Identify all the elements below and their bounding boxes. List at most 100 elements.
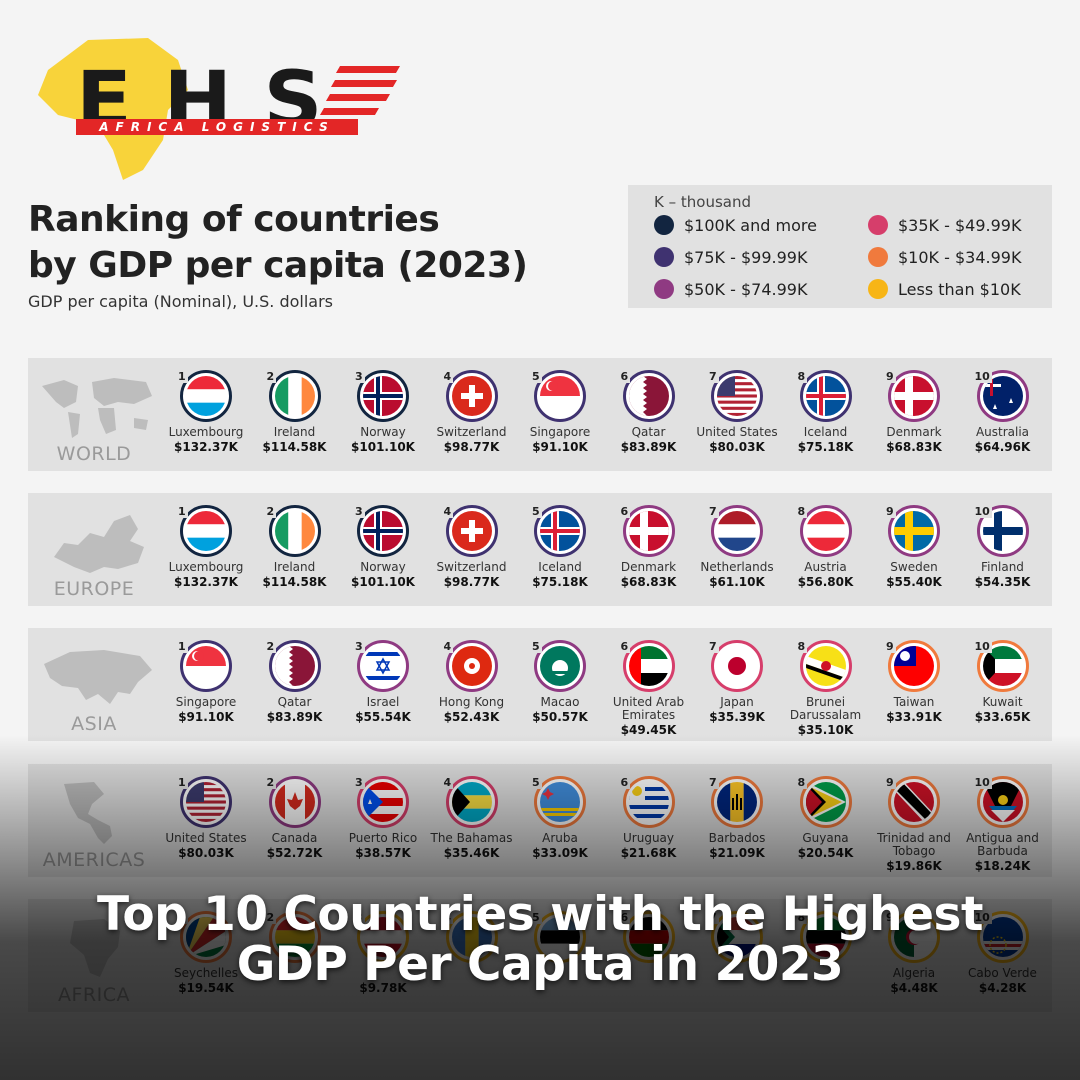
rank-number: 2 [264, 505, 277, 518]
rank-number: 9 [884, 505, 896, 518]
logo-tagline: AFRICA LOGISTICS [76, 119, 358, 135]
legend-dot [654, 215, 674, 235]
rank-number: 6 [618, 505, 631, 518]
rank-ring [888, 370, 940, 422]
region-panel-asia: ASIA 1 Singapore $91.10K 2 Qatar $83.89K… [28, 628, 1052, 741]
country-item: 2 Ireland $114.58K [253, 358, 337, 471]
twn-flag-icon [894, 646, 934, 686]
rank-ring [622, 370, 675, 422]
gdp-value: $35.39K [709, 710, 765, 724]
country-item: 2 Qatar $83.89K [253, 628, 337, 741]
rank-number: 10 [972, 640, 992, 653]
country-name: Iceland [803, 425, 848, 439]
country-name: Australia [975, 425, 1030, 439]
country-name: Hong Kong [438, 695, 505, 709]
rank-ring [357, 370, 409, 422]
kwt-flag-icon [982, 646, 1023, 686]
rank-number: 5 [530, 640, 542, 653]
country-item: 6 Denmark $68.83K [607, 493, 691, 606]
rank-ring [268, 640, 321, 692]
rank-number: 8 [795, 370, 808, 383]
sgp-flag-icon [186, 646, 226, 686]
country-name: Switzerland [436, 560, 507, 574]
gdp-value: $91.10K [178, 710, 234, 724]
gdp-value: $75.18K [532, 575, 588, 589]
dnk-flag-icon [628, 511, 669, 551]
gdp-value: $56.80K [797, 575, 854, 589]
country-item: 5 Macao $50.57K [518, 628, 602, 741]
rank-ring [711, 505, 763, 557]
country-item: 8 Austria $56.80K [784, 493, 868, 606]
gdp-value: $132.37K [174, 440, 238, 454]
legend-label: $100K and more [684, 215, 817, 235]
nor-flag-icon [363, 511, 403, 551]
rank-ring [445, 370, 498, 422]
rank-ring [180, 640, 232, 692]
legend-item: $50K - $74.99K [654, 279, 807, 299]
country-name: Switzerland [436, 425, 507, 439]
country-name: Ireland [273, 425, 316, 439]
rank-number: 1 [176, 640, 188, 653]
gdp-value: $49.45K [620, 723, 677, 737]
gdp-value: $114.58K [262, 440, 327, 454]
legend: K – thousand $100K and more $35K - $49.9… [628, 185, 1052, 308]
logo-stripe [330, 80, 398, 87]
rank-number: 1 [176, 370, 188, 383]
brn-flag-icon [805, 646, 846, 686]
page-title: Ranking of countries by GDP per capita (… [28, 197, 528, 289]
rank-number: 2 [264, 370, 277, 383]
rank-number: 1 [176, 505, 188, 518]
region-label: ASIA [71, 713, 117, 735]
country-name: Denmark [886, 425, 942, 439]
jpn-flag-icon [717, 646, 757, 686]
country-name: Brunei Darussalam [789, 695, 862, 722]
mac-flag-icon [540, 646, 580, 686]
gdp-value: $61.10K [709, 575, 765, 589]
region-label: WORLD [56, 443, 132, 465]
rank-ring [534, 505, 586, 557]
gdp-value: $98.77K [443, 440, 500, 454]
gdp-value: $114.58K [262, 575, 327, 589]
rank-number: 3 [353, 370, 365, 383]
country-name: Israel [366, 695, 400, 709]
logo-stripe [325, 94, 391, 101]
rank-number: 4 [441, 505, 454, 518]
country-item: 7 Netherlands $61.10K [695, 493, 779, 606]
rank-number: 9 [884, 640, 896, 653]
ehs-logo: EHS AFRICA LOGISTICS [28, 30, 408, 190]
rank-ring [622, 640, 675, 692]
logo-stripe [335, 66, 401, 73]
gdp-value: $83.89K [266, 710, 323, 724]
legend-item: $100K and more [654, 215, 817, 235]
rank-ring [799, 505, 852, 557]
rank-number: 3 [353, 505, 365, 518]
gdp-value: $55.40K [886, 575, 942, 589]
gdp-value: $33.91K [886, 710, 942, 724]
gdp-value: $75.18K [797, 440, 854, 454]
legend-label: Less than $10K [898, 279, 1021, 299]
rank-number: 6 [618, 640, 631, 653]
gdp-value: $50.57K [532, 710, 588, 724]
overlay-line: GDP Per Capita in 2023 [236, 937, 844, 992]
country-name: Qatar [277, 695, 312, 709]
country-item: 3 Norway $101.10K [341, 358, 425, 471]
country-item: 3 Israel $55.54K [341, 628, 425, 741]
rank-ring [711, 370, 763, 422]
legend-label: $10K - $34.99K [898, 247, 1022, 267]
country-name: Iceland [538, 560, 582, 574]
country-name: Denmark [620, 560, 677, 574]
country-item: 9 Taiwan $33.91K [872, 628, 956, 741]
rank-number: 6 [618, 370, 631, 383]
rank-ring [357, 640, 409, 692]
rank-ring [268, 370, 321, 422]
country-item: 8 Iceland $75.18K [784, 358, 868, 471]
rank-ring [180, 370, 232, 422]
rank-ring [622, 505, 675, 557]
rank-ring [799, 640, 852, 692]
country-name: Kuwait [982, 695, 1023, 709]
country-item: 9 Denmark $68.83K [872, 358, 956, 471]
lux-flag-icon [186, 511, 226, 551]
legend-dot [868, 247, 888, 267]
gdp-value: $98.77K [443, 575, 500, 589]
rank-ring [711, 640, 763, 692]
